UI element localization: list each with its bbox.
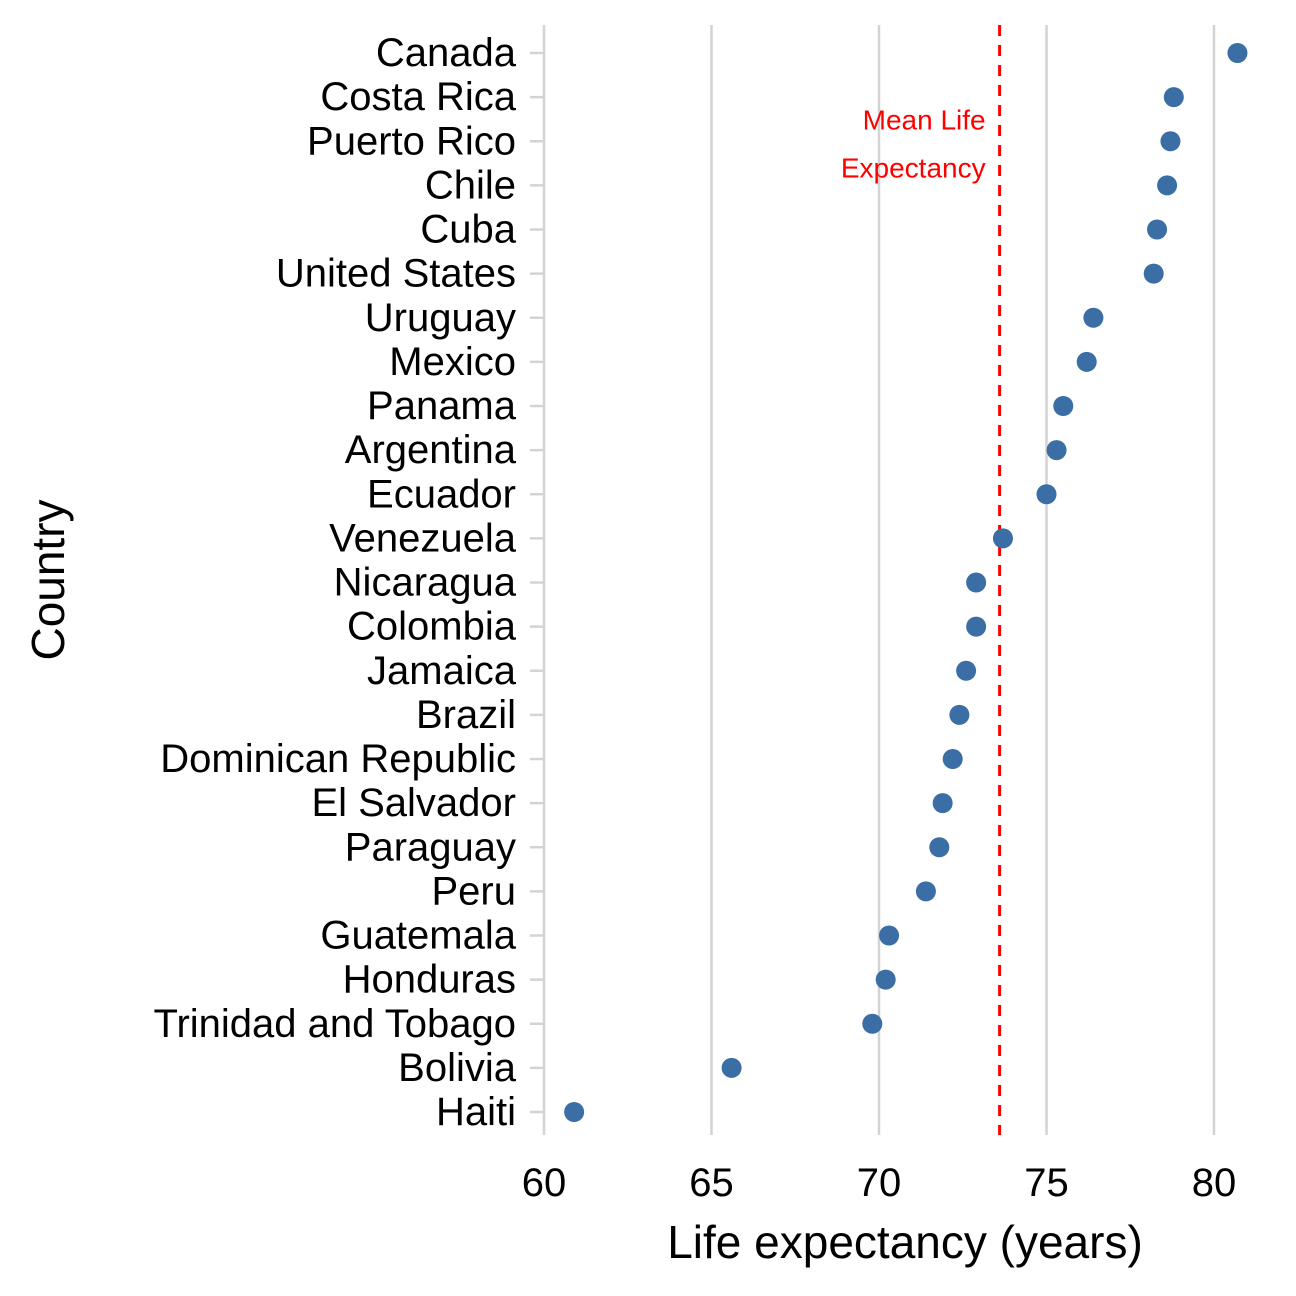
x-tick-label-75: 75 [1024,1161,1069,1205]
data-point [1227,43,1248,63]
y-tick-label: Puerto Rico [307,119,516,163]
y-tick-label: Guatemala [320,914,516,958]
data-point [1046,440,1067,461]
y-tick-label: Ecuador [367,472,516,516]
y-tick-label: Chile [425,163,516,207]
data-point [956,660,977,681]
y-tick-label: Paraguay [345,825,516,869]
x-axis-title: Life expectancy (years) [667,1216,1143,1268]
y-tick-label: Cuba [420,208,516,252]
data-point [1157,175,1178,196]
y-tick-label: Argentina [345,428,517,472]
y-tick-label: Panama [367,384,517,428]
mean-annotation-line: Expectancy [841,153,986,184]
data-point [1143,263,1164,284]
data-point [949,704,970,725]
y-tick-label: Costa Rica [320,75,516,119]
x-tick-labels: 60 65 70 75 80 [522,1161,1237,1205]
data-point [1053,396,1074,416]
data-point [942,749,963,769]
data-point [1083,307,1104,328]
data-point [932,793,953,814]
mean-annotation-line: Mean Life [863,105,986,136]
y-axis-title: Country [22,499,74,660]
y-tick-label: Haiti [436,1090,516,1134]
x-tick-label-70: 70 [857,1161,902,1205]
y-tick-label: Nicaragua [334,561,517,605]
x-tick-label-65: 65 [689,1161,734,1205]
data-point [1160,131,1181,152]
y-tick-label: Canada [376,31,517,75]
data-point [1036,484,1057,505]
y-tick-label: Honduras [343,958,516,1002]
y-tick-label: El Salvador [311,781,516,825]
y-tick-label: Bolivia [398,1046,517,1090]
data-point [564,1102,585,1122]
y-tick-label: Venezuela [329,516,517,560]
data-point [721,1057,742,1078]
data-point [992,528,1013,549]
x-tick-label-60: 60 [522,1161,567,1205]
x-tick-label-80: 80 [1192,1161,1237,1205]
data-point [966,572,987,593]
x-gridlines [542,25,1216,1135]
data-point [879,925,900,946]
data-point [862,1013,883,1034]
y-tick-label: Jamaica [367,649,517,693]
data-point [915,881,936,902]
y-tick-label: Uruguay [365,296,516,340]
mean-reference-line: Mean Life Expectancy [841,25,1002,1135]
data-point [1076,351,1097,372]
data-points [564,43,1248,1122]
data-point [1147,219,1168,240]
data-point [966,616,987,637]
y-tick-label: Colombia [347,605,517,649]
data-point [929,837,950,858]
data-point [1163,87,1184,108]
y-tick-marks [530,51,544,1114]
data-point [875,969,896,990]
y-tick-label: Peru [432,869,517,913]
y-tick-label: Mexico [389,340,516,384]
y-tick-label: Brazil [416,693,516,737]
y-tick-label: Dominican Republic [160,737,516,781]
y-tick-label: United States [276,252,516,296]
y-tick-label: Trinidad and Tobago [154,1002,517,1046]
